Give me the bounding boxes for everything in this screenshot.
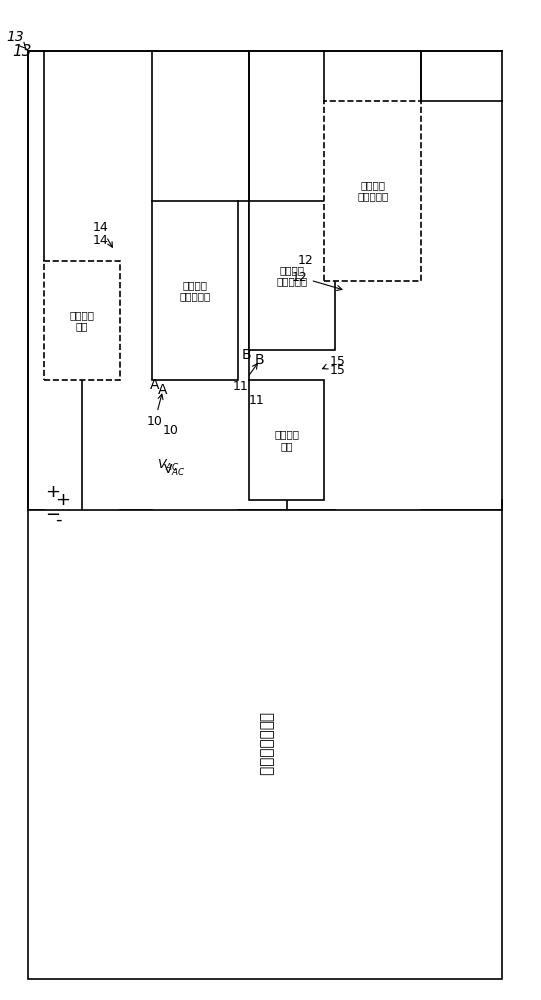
FancyBboxPatch shape (152, 201, 238, 380)
FancyBboxPatch shape (28, 510, 502, 979)
Text: +: + (55, 491, 70, 509)
Text: 12: 12 (292, 271, 342, 290)
Text: B: B (241, 348, 251, 362)
Text: −: − (45, 506, 60, 524)
Text: 12: 12 (298, 254, 313, 267)
Text: 10: 10 (163, 424, 179, 437)
Text: +: + (45, 483, 60, 501)
Text: B: B (254, 353, 264, 367)
Text: 第二发光
二极管组件: 第二发光 二极管组件 (276, 265, 308, 286)
Text: 交流电源发生器: 交流电源发生器 (258, 712, 273, 776)
Text: 第一发光
二极管组件: 第一发光 二极管组件 (180, 280, 211, 301)
Text: V$_{AC}$: V$_{AC}$ (163, 463, 186, 478)
Text: -: - (55, 511, 62, 529)
Text: 11: 11 (233, 364, 258, 393)
Text: 13: 13 (12, 44, 32, 59)
Text: 11: 11 (249, 394, 265, 407)
Text: 15: 15 (322, 355, 346, 369)
Text: 15: 15 (329, 364, 346, 377)
Text: 第一均流
元件: 第一均流 元件 (70, 310, 95, 331)
Text: 14: 14 (93, 234, 109, 247)
Text: A: A (150, 378, 160, 392)
Text: 第二均流
元件: 第二均流 元件 (274, 429, 299, 451)
FancyBboxPatch shape (44, 261, 120, 380)
Text: 14: 14 (93, 221, 113, 247)
Text: 13: 13 (7, 30, 27, 49)
Text: A: A (157, 383, 167, 397)
Text: 10: 10 (147, 394, 163, 428)
FancyBboxPatch shape (249, 201, 335, 350)
Text: $V_{AC}$: $V_{AC}$ (157, 458, 180, 473)
FancyBboxPatch shape (324, 101, 421, 281)
FancyBboxPatch shape (249, 380, 324, 500)
Text: 第三发光
二极管组件: 第三发光 二极管组件 (357, 180, 388, 202)
